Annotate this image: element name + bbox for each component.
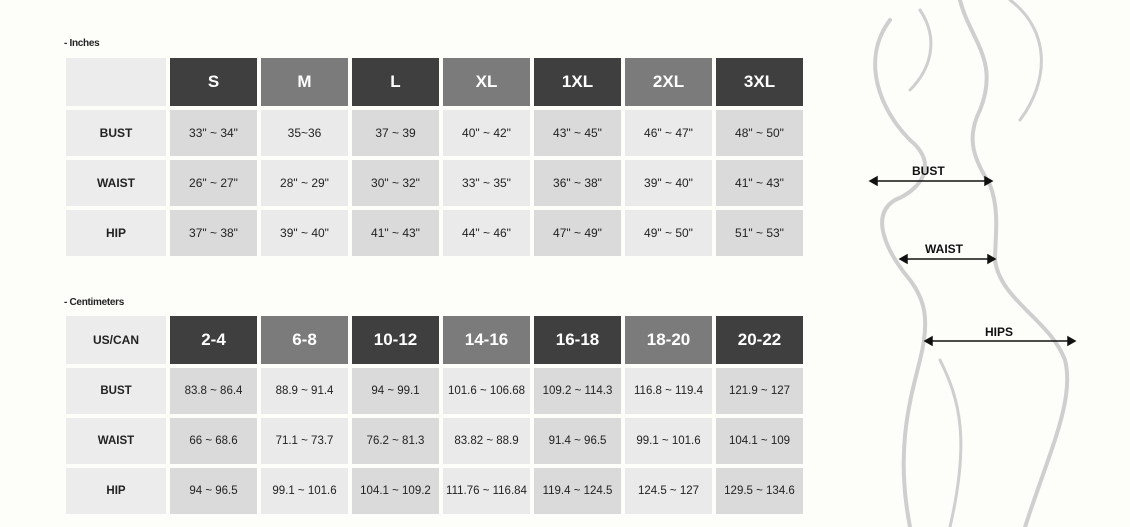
measurement-cell: 76.2 ~ 81.3 (352, 418, 439, 464)
measurement-cell: 26" ~ 27" (170, 160, 257, 206)
waist-figure-label: WAIST (925, 242, 963, 256)
header-label-cell: US/CAN (66, 316, 166, 364)
measurement-cell: 71.1 ~ 73.7 (261, 418, 348, 464)
measurement-cell: 37 ~ 39 (352, 110, 439, 156)
measurement-cell: 40" ~ 42" (443, 110, 530, 156)
measurement-cell: 109.2 ~ 114.3 (534, 368, 621, 414)
measurement-cell: 39" ~ 40" (625, 160, 712, 206)
measurement-cell: 99.1 ~ 101.6 (261, 468, 348, 514)
size-header-cell: 6-8 (261, 316, 348, 364)
centimeters-section-label: - Centimeters (64, 297, 125, 308)
table-row: HIP 94 ~ 96.5 99.1 ~ 101.6 104.1 ~ 109.2 111… (66, 468, 803, 514)
measurement-cell: 124.5 ~ 127 (625, 468, 712, 514)
bust-figure-label: BUST (912, 164, 945, 178)
measurement-cell: 83.8 ~ 86.4 (170, 368, 257, 414)
measurement-cell: 88.9 ~ 91.4 (261, 368, 348, 414)
body-silhouette-figure (868, 0, 1077, 527)
measurement-cell: 41" ~ 43" (716, 160, 803, 206)
measurement-cell: 48" ~ 50" (716, 110, 803, 156)
size-header-cell: L (352, 58, 439, 106)
measurement-cell: 35~36 (261, 110, 348, 156)
table-row: HIP 37" ~ 38" 39" ~ 40" 41" ~ 43" 44" ~ 46" 4… (66, 210, 803, 256)
header-row: S M L XL 1XL 2XL 3XL (66, 58, 803, 106)
header-label-cell (66, 58, 166, 106)
row-label-cell: HIP (66, 210, 166, 256)
size-header-cell: 20-22 (716, 316, 803, 364)
row-label-cell: BUST (66, 368, 166, 414)
measurement-cell: 51" ~ 53" (716, 210, 803, 256)
measurement-cell: 119.4 ~ 124.5 (534, 468, 621, 514)
row-label-cell: WAIST (66, 160, 166, 206)
size-header-cell: M (261, 58, 348, 106)
measurement-cell: 43" ~ 45" (534, 110, 621, 156)
header-row: US/CAN 2-4 6-8 10-12 14-16 16-18 18-20 20-22 (66, 316, 803, 364)
inches-section-label: - Inches (64, 38, 100, 49)
size-header-cell: 18-20 (625, 316, 712, 364)
row-label-cell: WAIST (66, 418, 166, 464)
row-label-cell: HIP (66, 468, 166, 514)
measurement-cell: 129.5 ~ 134.6 (716, 468, 803, 514)
measurement-cell: 49" ~ 50" (625, 210, 712, 256)
measurement-cell: 37" ~ 38" (170, 210, 257, 256)
measurement-cell: 30" ~ 32" (352, 160, 439, 206)
row-label-cell: BUST (66, 110, 166, 156)
measurement-cell: 39" ~ 40" (261, 210, 348, 256)
measurement-cell: 33" ~ 34" (170, 110, 257, 156)
size-header-cell: 1XL (534, 58, 621, 106)
measurement-cell: 28" ~ 29" (261, 160, 348, 206)
size-header-cell: 2XL (625, 58, 712, 106)
centimeters-size-table: US/CAN 2-4 6-8 10-12 14-16 16-18 18-20 20-22 BUS… (62, 312, 807, 518)
measurement-cell: 94 ~ 96.5 (170, 468, 257, 514)
table-row: BUST 33" ~ 34" 35~36 37 ~ 39 40" ~ 42" 43" ~ … (66, 110, 803, 156)
measurement-cell: 104.1 ~ 109 (716, 418, 803, 464)
measurement-cell: 121.9 ~ 127 (716, 368, 803, 414)
measurement-cell: 33" ~ 35" (443, 160, 530, 206)
measurement-cell: 101.6 ~ 106.68 (443, 368, 530, 414)
table-row: BUST 83.8 ~ 86.4 88.9 ~ 91.4 94 ~ 99.1 101.6… (66, 368, 803, 414)
size-header-cell: 2-4 (170, 316, 257, 364)
size-header-cell: 14-16 (443, 316, 530, 364)
measurement-cell: 47" ~ 49" (534, 210, 621, 256)
table-row: WAIST 66 ~ 68.6 71.1 ~ 73.7 76.2 ~ 81.3 83.8… (66, 418, 803, 464)
table-row: WAIST 26" ~ 27" 28" ~ 29" 30" ~ 32" 33" ~ 35… (66, 160, 803, 206)
size-header-cell: 10-12 (352, 316, 439, 364)
measurement-cell: 104.1 ~ 109.2 (352, 468, 439, 514)
measurement-cell: 94 ~ 99.1 (352, 368, 439, 414)
measurement-cell: 66 ~ 68.6 (170, 418, 257, 464)
size-header-cell: 3XL (716, 58, 803, 106)
measurement-cell: 36" ~ 38" (534, 160, 621, 206)
size-header-cell: 16-18 (534, 316, 621, 364)
size-header-cell: XL (443, 58, 530, 106)
hips-figure-label: HIPS (985, 325, 1014, 339)
inches-size-table: S M L XL 1XL 2XL 3XL BUST 33" ~ 34" 35~36 37 ~ 39 4… (62, 54, 807, 260)
measurement-cell: 46" ~ 47" (625, 110, 712, 156)
measurement-cell: 41" ~ 43" (352, 210, 439, 256)
measurement-cell: 116.8 ~ 119.4 (625, 368, 712, 414)
measurement-cell: 83.82 ~ 88.9 (443, 418, 530, 464)
size-header-cell: S (170, 58, 257, 106)
measurement-cell: 111.76 ~ 116.84 (443, 468, 530, 514)
measurement-cell: 44" ~ 46" (443, 210, 530, 256)
measurement-cell: 99.1 ~ 101.6 (625, 418, 712, 464)
measurement-cell: 91.4 ~ 96.5 (534, 418, 621, 464)
